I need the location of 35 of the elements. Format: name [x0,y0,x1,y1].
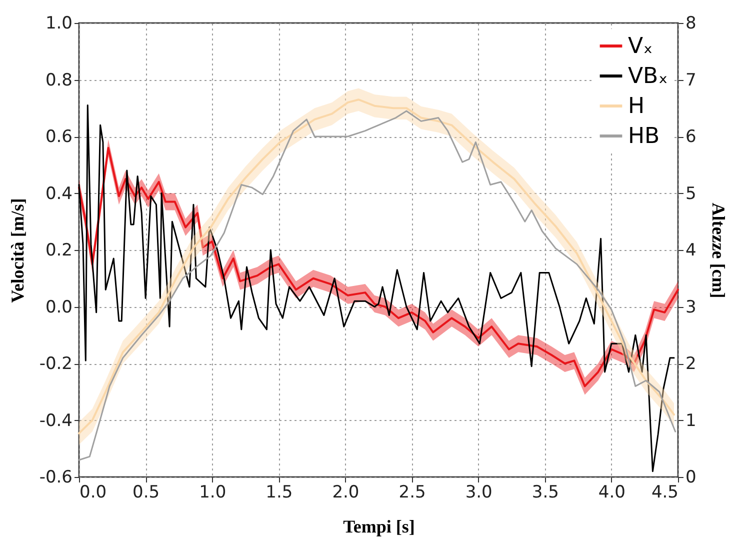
y-tick-label: 1.0 [45,14,72,34]
x-tick-label: 4.5 [651,482,678,502]
y-tick-label: -0.2 [39,354,72,374]
y2-tick-label: 4 [686,240,696,260]
y-tick-label: 0.2 [45,240,72,260]
x-tick-label: 4.0 [598,482,626,502]
y2-tick-label: 0 [686,468,696,488]
y2-tick-label: 5 [686,184,696,204]
x-tick-label: 0.5 [132,482,160,502]
x-tick-label: 2.0 [332,482,360,502]
legend-label: HB [628,124,660,149]
y-tick-label: 0.0 [45,297,72,318]
y-tick-label: -0.4 [39,410,72,431]
y2-axis-title: Altezze [cm] [708,202,728,298]
x-tick-label: 1.5 [266,482,293,502]
x-tick-label: 1.0 [199,482,226,502]
y2-tick-label: 7 [686,70,696,90]
y2-tick-label: 3 [686,297,696,318]
y2-tick-label: 1 [686,410,696,431]
legend-label: Vₓ [628,34,653,59]
y-tick-label: -0.6 [39,468,72,488]
y-axis-title: Velocità [m/s] [7,198,28,303]
x-tick-label: 2.5 [398,482,426,502]
y-tick-label: 0.6 [45,127,72,147]
legend-label: VBₓ [628,64,668,89]
y2-tick-label: 8 [686,14,696,34]
y2-tick-label: 2 [686,354,696,374]
legend-label: H [628,94,645,119]
y2-tick-label: 6 [686,127,696,147]
x-tick-label: 0.0 [80,482,107,502]
y-tick-label: 0.8 [45,70,72,90]
x-axis-title: Tempi [s] [343,516,415,536]
y-tick-label: 0.4 [45,184,72,204]
x-tick-label: 3.0 [465,482,492,502]
x-tick-label: 3.5 [532,482,559,502]
